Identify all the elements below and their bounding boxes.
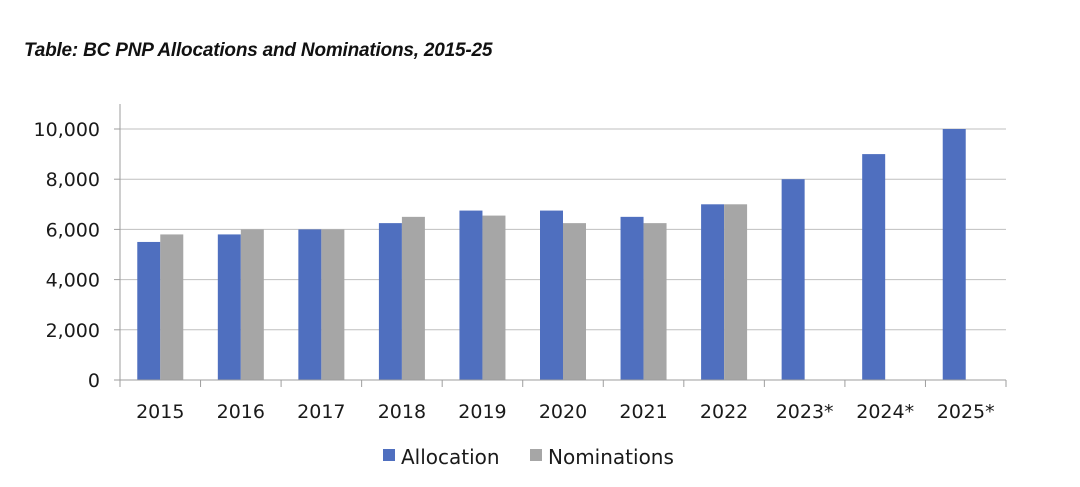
y-tick-label: 0 — [88, 370, 100, 392]
bar-nominations — [643, 223, 667, 380]
bar-nominations — [482, 215, 506, 380]
x-tick-label: 2015 — [136, 401, 184, 423]
axes — [114, 104, 1007, 387]
bar-allocation — [459, 210, 483, 380]
legend-label-nominations: Nominations — [548, 445, 674, 469]
y-tick-label: 4,000 — [46, 270, 100, 292]
x-tick-label: 2022 — [700, 401, 748, 423]
chart-title: Table: BC PNP Allocations and Nomination… — [24, 40, 493, 61]
bar-allocation — [701, 204, 725, 380]
x-tick-label: 2024* — [856, 401, 914, 423]
legend: Allocation Nominations — [383, 445, 674, 469]
bar-allocation — [781, 179, 805, 380]
y-tick-label: 6,000 — [46, 219, 100, 241]
bar-allocation — [540, 210, 563, 380]
legend-label-allocation: Allocation — [401, 445, 500, 469]
bar-allocation — [217, 234, 241, 380]
bar-nominations — [724, 204, 748, 380]
bar-nominations — [160, 234, 184, 380]
bar-nominations — [563, 223, 586, 380]
bar-allocation — [942, 129, 966, 380]
bars — [137, 129, 966, 380]
x-tick-label: 2021 — [619, 401, 667, 423]
x-tick-label: 2018 — [378, 401, 426, 423]
legend-swatch-allocation — [383, 449, 395, 461]
x-tick-label: 2019 — [458, 401, 506, 423]
bar-nominations — [321, 229, 345, 380]
y-tick-label: 2,000 — [46, 320, 100, 342]
bar-allocation — [620, 216, 644, 380]
bar-allocation — [862, 154, 886, 380]
bar-nominations — [240, 229, 264, 380]
x-tick-label: 2020 — [539, 401, 587, 423]
bar-allocation — [378, 223, 402, 380]
x-tick-label: 2016 — [217, 401, 265, 423]
x-tick-label: 2017 — [297, 401, 345, 423]
bar-allocation — [137, 241, 161, 380]
y-tick-label: 10,000 — [34, 119, 100, 141]
y-tick-labels: 0 2,000 4,000 6,000 8,000 10,000 — [34, 119, 100, 392]
x-tick-labels: 2015 2016 2017 2018 2019 2020 2021 2022 2023* 202… — [136, 401, 995, 423]
x-tick-label: 2025* — [937, 401, 995, 423]
y-tick-label: 8,000 — [46, 169, 100, 191]
x-tick-label: 2023* — [776, 401, 834, 423]
legend-swatch-nominations — [530, 449, 542, 461]
bar-allocation — [298, 229, 322, 380]
bar-nominations — [401, 216, 425, 380]
